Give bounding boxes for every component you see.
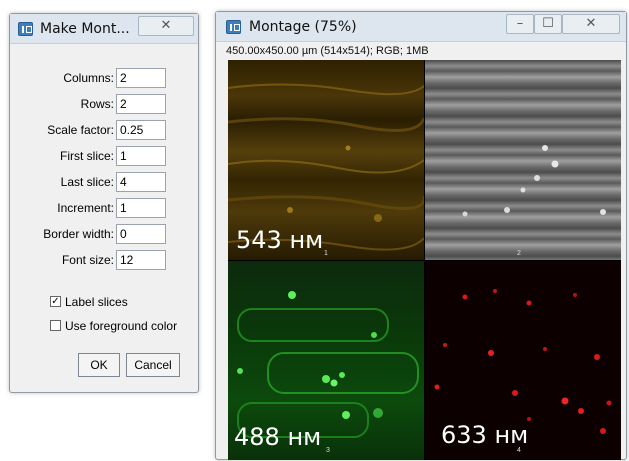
scale-factor-row: Scale factor: 0.25 [10,120,200,140]
first-slice-label: First slice: [60,149,114,163]
columns-field[interactable]: 2 [116,68,166,88]
tile-3-texture [237,291,419,438]
close-icon[interactable]: ✕ [138,16,194,36]
maximize-icon[interactable]: ☐ [534,14,562,34]
rows-label: Rows: [80,97,114,111]
tile-4-texture [434,289,612,434]
first-slice-row: First slice: 1 [10,146,200,166]
image-info: 450.00x450.00 µm (514x514); RGB; 1MB [226,45,429,57]
label-slices-label: Label slices [65,295,128,309]
wavelength-label-633: 633 нм [441,421,529,449]
use-foreground-color-checkbox[interactable] [50,320,61,331]
increment-row: Increment: 1 [10,198,200,218]
label-slices-checkbox[interactable]: ✓ [50,296,61,307]
montage-image[interactable]: 543 нм 1 2 [228,60,621,460]
cancel-button[interactable]: Cancel [126,353,180,377]
montage-window: Montage (75%) – ☐ ✕ 450.00x450.00 µm (51… [215,11,627,460]
increment-label: Increment: [57,201,114,215]
dialog-title: Make Mont... [40,21,130,37]
close-icon[interactable]: ✕ [562,14,620,34]
montage-tile-2: 2 [425,60,621,260]
tile-2-texture [462,145,606,217]
use-foreground-color-label: Use foreground color [65,319,178,333]
border-width-row: Border width: 0 [10,224,200,244]
columns-label: Columns: [63,71,114,85]
last-slice-label: Last slice: [60,175,114,189]
font-size-field[interactable]: 12 [116,250,166,270]
first-slice-field[interactable]: 1 [116,146,166,166]
border-width-field[interactable]: 0 [116,224,166,244]
imagej-app-icon [226,20,241,34]
slice-index-2: 2 [517,250,521,257]
columns-row: Columns: 2 [10,68,200,88]
ok-button[interactable]: OK [78,353,120,377]
slice-index-1: 1 [324,250,328,257]
make-montage-dialog: Make Mont... ✕ Columns: 2 Rows: 2 Scale … [9,13,199,393]
rows-row: Rows: 2 [10,94,200,114]
border-width-label: Border width: [43,227,114,241]
imagej-app-icon [18,22,33,36]
rows-field[interactable]: 2 [116,94,166,114]
wavelength-label-488: 488 нм [234,423,322,451]
font-size-label: Font size: [61,253,114,267]
montage-title: Montage (75%) [249,19,357,35]
montage-tile-1: 543 нм 1 [228,60,424,260]
slice-index-4: 4 [517,447,521,454]
last-slice-row: Last slice: 4 [10,172,200,192]
wavelength-label-543: 543 нм [236,226,324,254]
montage-tile-3: 488 нм 3 [228,261,424,460]
slice-index-3: 3 [326,447,330,454]
montage-titlebar[interactable]: Montage (75%) – ☐ ✕ [216,12,626,42]
last-slice-field[interactable]: 4 [116,172,166,192]
minimize-icon[interactable]: – [506,14,534,34]
montage-tile-4: 633 нм 4 [425,261,621,460]
tile-1-texture [228,83,424,251]
increment-field[interactable]: 1 [116,198,166,218]
scale-factor-label: Scale factor: [47,123,114,137]
scale-factor-field[interactable]: 0.25 [116,120,166,140]
dialog-titlebar[interactable]: Make Mont... ✕ [10,14,198,44]
font-size-row: Font size: 12 [10,250,200,270]
